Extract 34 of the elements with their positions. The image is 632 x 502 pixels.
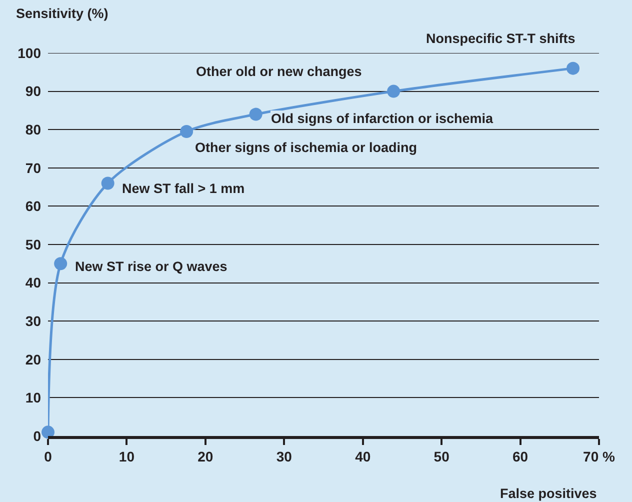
y-tick-label: 40 (25, 274, 42, 291)
point (54, 257, 68, 270)
annotation: Nonspecific ST-T shifts (426, 31, 576, 46)
point (566, 62, 580, 75)
x-tick-label: 50 (434, 448, 450, 465)
y-tick-label: 50 (25, 236, 42, 252)
y-tick-label: 0 (33, 428, 42, 444)
y-axis-title: Sensitivity (%) (16, 6, 108, 21)
x-axis-title: False positives (500, 486, 597, 501)
point (101, 176, 114, 190)
annotation: Other signs of ischemia or loading (195, 140, 418, 155)
y-tick-label: 80 (25, 122, 42, 138)
annotation: New ST rise or Q waves (75, 259, 228, 274)
x-tick-label: 20 (198, 448, 214, 465)
point (387, 84, 400, 98)
x-tick-label: 40 (355, 448, 371, 465)
point (42, 426, 54, 439)
annotation: Other old or new changes (196, 64, 362, 79)
y-tick-label: 30 (25, 313, 42, 329)
y-tick-label: 90 (25, 83, 42, 100)
x-tick-label: 60 (512, 448, 528, 465)
x-tick-label: 10 (118, 448, 135, 465)
y-tick-label: 60 (25, 198, 42, 214)
point (180, 125, 194, 138)
annotation: Old signs of infarction or ischemia (271, 111, 494, 126)
y-tick-label: 10 (25, 390, 42, 406)
point (249, 108, 262, 121)
y-tick-label: 20 (25, 351, 42, 368)
x-tick-label: 70 % (583, 448, 616, 465)
y-tick-label: 70 (25, 160, 42, 176)
x-tick-label: 0 (44, 448, 52, 465)
y-tick-label: 100 (18, 44, 42, 61)
x-tick-label: 30 (276, 448, 292, 465)
annotation: New ST fall > 1 mm (122, 181, 245, 196)
